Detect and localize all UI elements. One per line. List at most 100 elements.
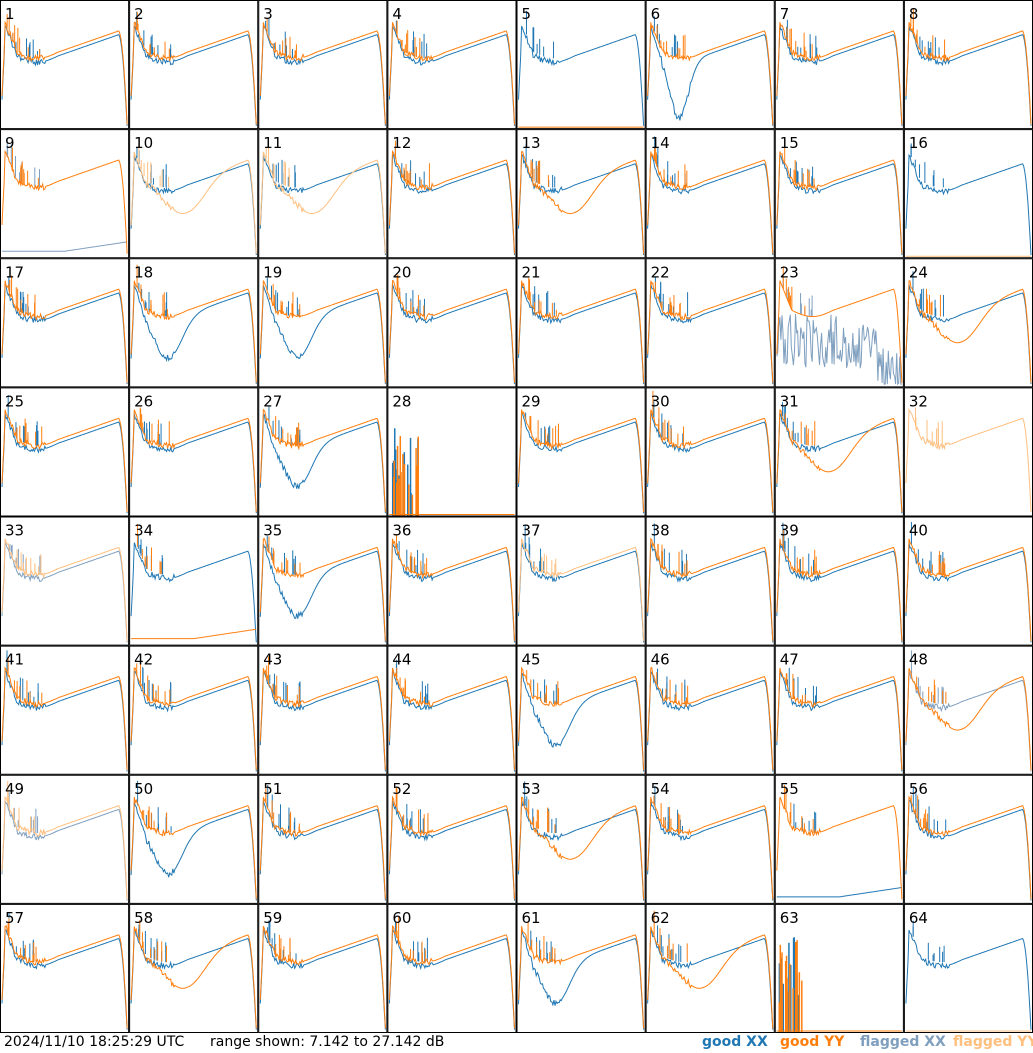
series-xx — [259, 414, 386, 514]
panel-label: 34 — [134, 522, 153, 540]
panel-label: 27 — [263, 392, 282, 410]
series-yy — [388, 538, 515, 642]
panel-label: 1 — [5, 5, 15, 23]
panel-58: 58 — [129, 903, 259, 1033]
panel-24: 24 — [903, 258, 1033, 388]
timestamp-label: 2024/11/10 18:25:29 UTC — [4, 1034, 185, 1050]
panel-label: 44 — [392, 651, 411, 669]
series-xx — [647, 154, 774, 256]
series-yy — [518, 538, 645, 642]
panel-frame — [774, 645, 904, 775]
panel-62: 62 — [645, 903, 775, 1033]
panel-frame — [258, 0, 388, 130]
panel-frame — [645, 0, 775, 130]
panel-9: 9 — [0, 129, 130, 259]
series-xx — [905, 542, 1032, 643]
legend-good-yy: good YY — [780, 1034, 845, 1050]
series-xx — [130, 285, 257, 385]
panel-10: 10 — [129, 129, 259, 259]
panel-label: 6 — [651, 5, 661, 23]
panel-frame — [0, 774, 130, 904]
panel-frame — [258, 387, 388, 517]
panel-label: 54 — [651, 780, 670, 798]
panel-43: 43 — [258, 645, 388, 775]
panel-frame — [387, 0, 517, 130]
panel-label: 23 — [780, 263, 799, 281]
panel-label: 47 — [780, 651, 799, 669]
series-xx — [776, 313, 902, 386]
panel-frame — [0, 0, 130, 130]
series-xx — [259, 24, 386, 126]
series-yy — [130, 151, 257, 254]
panel-frame — [903, 774, 1033, 904]
panel-60: 60 — [387, 903, 517, 1033]
series-yy — [1, 666, 128, 771]
series-yy — [905, 795, 1032, 900]
panel-frame — [258, 129, 388, 259]
series-yy — [1, 150, 128, 254]
panel-49: 49 — [0, 774, 130, 904]
series-yy — [647, 666, 774, 771]
panel-frame — [129, 903, 259, 1033]
series-yy — [388, 667, 515, 771]
panel-63: 63 — [774, 903, 904, 1033]
panel-2: 2 — [129, 0, 259, 130]
series-yy — [905, 538, 1032, 642]
series-xx — [518, 412, 645, 514]
series-yy — [647, 537, 774, 642]
panel-23: 23 — [774, 258, 904, 388]
panel-15: 15 — [774, 129, 904, 259]
panel-label: 53 — [522, 780, 541, 798]
series-yy — [259, 280, 386, 383]
panel-26: 26 — [129, 387, 259, 517]
panel-1: 1 — [0, 0, 130, 130]
series-xx — [647, 412, 774, 514]
panel-label: 32 — [909, 392, 928, 410]
series-yy — [1, 409, 128, 513]
legend-flagged-yy: flagged YY — [953, 1034, 1033, 1050]
panel-frame — [645, 903, 775, 1033]
panel-8: 8 — [903, 0, 1033, 130]
panel-53: 53 — [516, 774, 646, 904]
panel-frame — [516, 903, 646, 1033]
series-xx — [130, 801, 257, 901]
panel-label: 12 — [392, 134, 411, 152]
series-xx — [130, 671, 257, 772]
panel-label: 11 — [263, 134, 282, 152]
panel-label: 4 — [392, 5, 402, 23]
series-xx — [388, 153, 515, 256]
panel-frame — [387, 516, 517, 646]
panel-label: 29 — [522, 392, 541, 410]
series-xx — [647, 800, 774, 901]
series-xx — [1, 413, 128, 514]
panel-frame — [387, 129, 517, 259]
series-xx — [518, 25, 645, 126]
footer-bar: 2024/11/10 18:25:29 UTC range shown: 7.1… — [0, 1033, 1033, 1053]
panel-frame — [129, 387, 259, 517]
series-xx — [518, 671, 645, 772]
series-yy — [1, 20, 128, 125]
panel-label: 26 — [134, 392, 153, 410]
series-yy — [776, 22, 903, 125]
panel-label: 46 — [651, 651, 670, 669]
panel-label: 62 — [651, 909, 670, 927]
panel-37: 37 — [516, 516, 646, 646]
series-yy — [259, 926, 386, 1029]
panel-51: 51 — [258, 774, 388, 904]
panel-label: 16 — [909, 134, 928, 152]
series-yy — [131, 628, 257, 640]
series-xx — [647, 542, 774, 643]
panel-4: 4 — [387, 0, 517, 130]
panel-12: 12 — [387, 129, 517, 259]
panel-label: 35 — [263, 522, 282, 540]
series-yy — [130, 926, 257, 1029]
panel-frame — [516, 774, 646, 904]
panel-frame — [774, 258, 904, 388]
panel-frame — [903, 516, 1033, 646]
series-xx — [905, 153, 1032, 256]
panel-56: 56 — [903, 774, 1033, 904]
panel-frame — [774, 387, 904, 517]
range-label: range shown: 7.142 to 27.142 dB — [210, 1034, 445, 1050]
